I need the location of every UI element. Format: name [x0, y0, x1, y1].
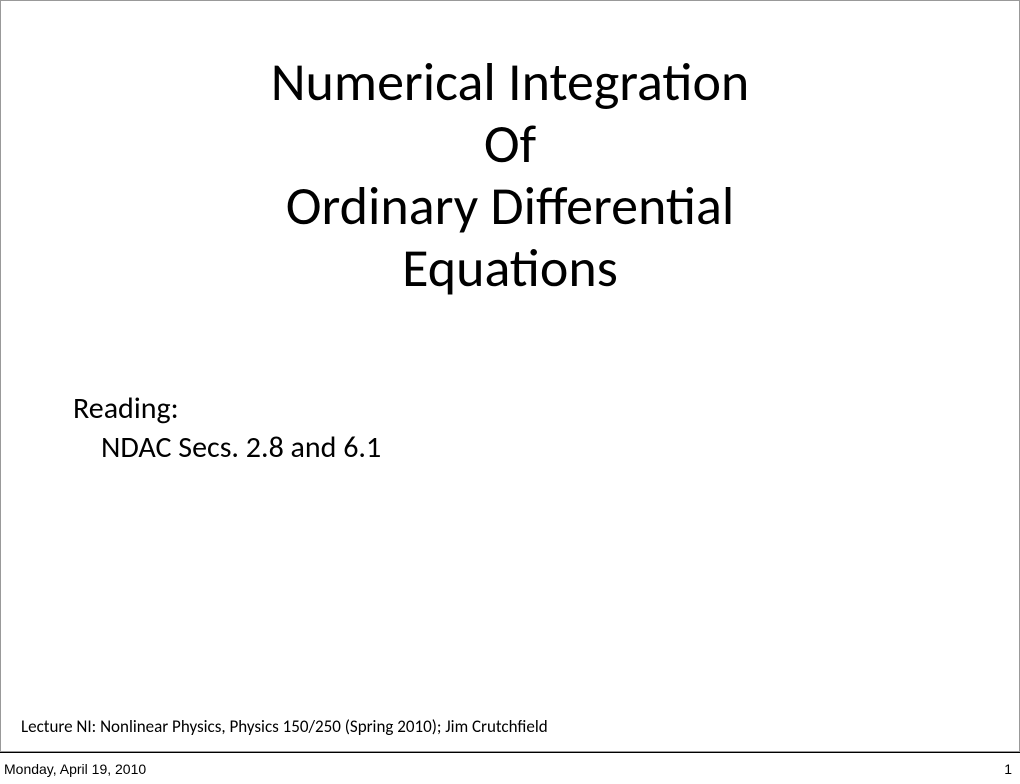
title-line-4: Equations — [1, 237, 1019, 299]
title-line-1: Numerical Integration — [1, 51, 1019, 113]
reading-section: Reading: NDAC Secs. 2.8 and 6.1 — [73, 389, 381, 467]
reading-heading: Reading: — [73, 389, 381, 428]
title-line-3: Ordinary Differential — [1, 175, 1019, 237]
slide-date: Monday, April 19, 2010 — [4, 761, 146, 777]
slide: Numerical Integration Of Ordinary Differ… — [0, 0, 1020, 752]
meta-bar: Monday, April 19, 2010 1 — [0, 752, 1020, 784]
slide-page-number: 1 — [1004, 761, 1012, 777]
reading-item: NDAC Secs. 2.8 and 6.1 — [73, 428, 381, 467]
lecture-footer: Lecture NI: Nonlinear Physics, Physics 1… — [21, 716, 548, 737]
title-line-2: Of — [1, 113, 1019, 175]
slide-title: Numerical Integration Of Ordinary Differ… — [1, 51, 1019, 299]
